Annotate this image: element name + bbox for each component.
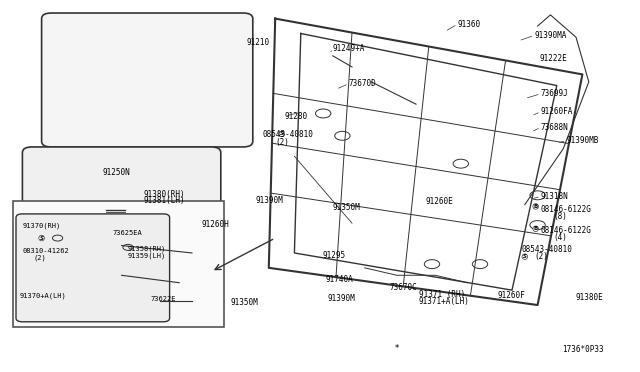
Text: 73622E: 73622E (150, 296, 176, 302)
Text: 73699J: 73699J (541, 89, 568, 98)
Text: 91370(RH): 91370(RH) (22, 222, 61, 229)
Text: 91318N: 91318N (541, 192, 568, 201)
Text: 91380(RH): 91380(RH) (144, 190, 186, 199)
Text: (8): (8) (554, 212, 568, 221)
Text: 91371+A(LH): 91371+A(LH) (419, 297, 469, 306)
Text: (4): (4) (554, 233, 568, 242)
Text: 91358(RH): 91358(RH) (128, 246, 166, 253)
Text: 91260F: 91260F (498, 291, 525, 300)
Text: 91381(LH): 91381(LH) (144, 196, 186, 205)
Text: 91350M: 91350M (230, 298, 258, 307)
Text: 91371 (RH): 91371 (RH) (419, 290, 465, 299)
FancyBboxPatch shape (22, 147, 221, 270)
Text: (2): (2) (534, 252, 548, 261)
Text: 73670C: 73670C (389, 283, 417, 292)
Text: 91370+A(LH): 91370+A(LH) (19, 292, 66, 299)
Text: 73625EA: 73625EA (112, 230, 141, 235)
Text: 08543-40810: 08543-40810 (262, 130, 313, 139)
FancyBboxPatch shape (42, 13, 253, 147)
Text: 91390MB: 91390MB (566, 136, 599, 145)
Text: 91380E: 91380E (576, 293, 604, 302)
Text: 91359(LH): 91359(LH) (128, 252, 166, 259)
Text: 08146-6122G: 08146-6122G (541, 205, 591, 214)
Text: 73688N: 73688N (541, 123, 568, 132)
Text: 91260H: 91260H (202, 220, 229, 229)
Text: 91210: 91210 (246, 38, 269, 47)
Text: 91260FA: 91260FA (541, 107, 573, 116)
Text: 08310-41262: 08310-41262 (22, 248, 69, 254)
Text: B: B (534, 226, 538, 231)
Text: *: * (395, 344, 399, 353)
Text: 91360: 91360 (458, 20, 481, 29)
Text: 91250N: 91250N (102, 169, 130, 177)
Text: 91350M: 91350M (333, 203, 360, 212)
Text: 08146-6122G: 08146-6122G (541, 226, 591, 235)
Text: 91390M: 91390M (256, 196, 284, 205)
Bar (13, 201, 224, 327)
Text: B: B (534, 204, 538, 209)
Text: 73670D: 73670D (349, 79, 376, 88)
Text: S: S (40, 235, 44, 241)
Text: (2): (2) (275, 138, 289, 147)
Text: (2): (2) (33, 254, 46, 261)
Text: 91295: 91295 (323, 251, 346, 260)
Text: 91390MA: 91390MA (534, 31, 567, 40)
Text: 91260E: 91260E (426, 197, 453, 206)
Text: S: S (523, 254, 527, 259)
Text: 91249+A: 91249+A (333, 44, 365, 53)
Text: 91740A: 91740A (325, 275, 353, 284)
Text: S: S (280, 131, 284, 137)
Text: 91222E: 91222E (540, 54, 567, 63)
Text: 1736*0P33: 1736*0P33 (562, 345, 604, 354)
Text: 91390M: 91390M (328, 294, 355, 303)
FancyBboxPatch shape (16, 214, 170, 322)
Text: 08543-40810: 08543-40810 (522, 246, 572, 254)
Text: 91280: 91280 (285, 112, 308, 121)
